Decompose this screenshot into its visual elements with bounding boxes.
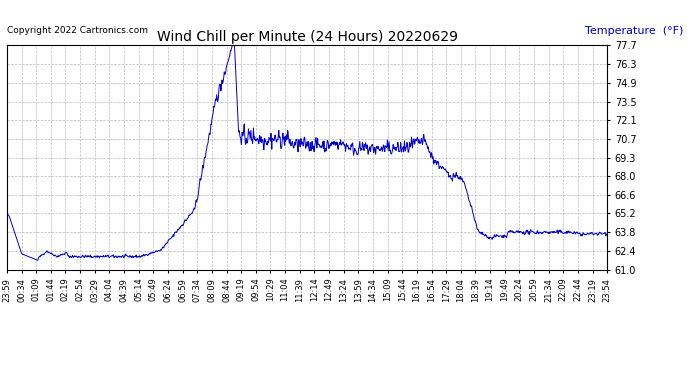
Title: Wind Chill per Minute (24 Hours) 20220629: Wind Chill per Minute (24 Hours) 2022062… bbox=[157, 30, 457, 44]
Text: Copyright 2022 Cartronics.com: Copyright 2022 Cartronics.com bbox=[7, 26, 148, 35]
Text: Temperature  (°F): Temperature (°F) bbox=[584, 26, 683, 36]
